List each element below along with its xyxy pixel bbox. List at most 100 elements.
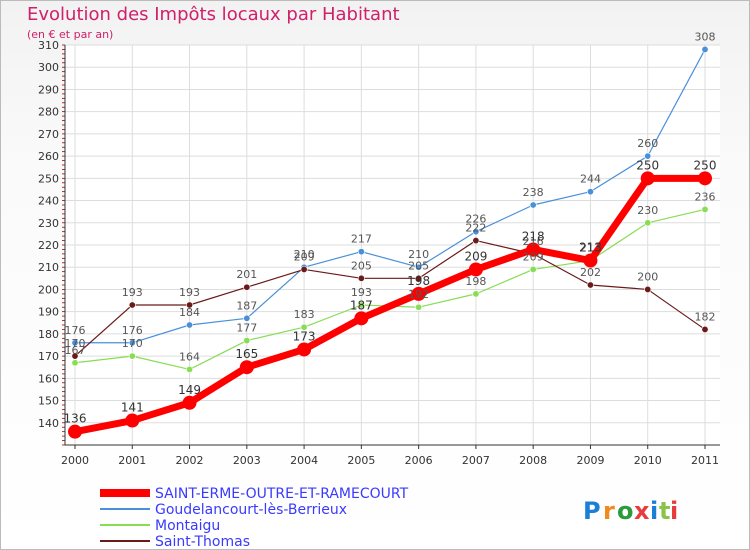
y-tick-label: 220 bbox=[38, 239, 59, 252]
data-label: 184 bbox=[179, 306, 200, 319]
data-point bbox=[128, 301, 136, 309]
y-tick-label: 280 bbox=[38, 106, 59, 119]
logo-letter: t bbox=[659, 497, 670, 525]
logo-letter: o bbox=[617, 497, 634, 525]
chart-series bbox=[68, 45, 712, 439]
legend-label: Saint-Thomas bbox=[155, 534, 250, 550]
data-label: 230 bbox=[637, 204, 658, 217]
data-point bbox=[472, 290, 480, 298]
data-point bbox=[529, 265, 537, 273]
data-point bbox=[644, 219, 652, 227]
data-point bbox=[415, 263, 423, 271]
data-label: 177 bbox=[236, 322, 257, 335]
data-label: 136 bbox=[64, 412, 87, 426]
y-tick-label: 270 bbox=[38, 128, 59, 141]
data-point bbox=[354, 311, 369, 326]
series-line bbox=[74, 239, 706, 357]
data-point bbox=[415, 274, 423, 282]
y-tick-label: 140 bbox=[38, 417, 59, 430]
data-point bbox=[583, 253, 598, 268]
data-point bbox=[526, 242, 541, 257]
data-label: 210 bbox=[408, 248, 429, 261]
data-label: 173 bbox=[293, 329, 316, 343]
x-tick-label: 2010 bbox=[634, 454, 662, 467]
data-label: 209 bbox=[523, 250, 544, 263]
data-label: 198 bbox=[407, 274, 430, 288]
chart-legend: SAINT-ERME-OUTRE-ET-RAMECOURTGoudelancou… bbox=[100, 486, 409, 550]
data-point bbox=[411, 286, 426, 301]
y-tick-label: 260 bbox=[38, 150, 59, 163]
data-point bbox=[529, 201, 537, 209]
data-label: 210 bbox=[294, 248, 315, 261]
x-tick-label: 2002 bbox=[176, 454, 204, 467]
data-point bbox=[297, 342, 312, 357]
data-point bbox=[239, 360, 254, 375]
data-point bbox=[243, 283, 251, 291]
data-point bbox=[415, 303, 423, 311]
y-tick-label: 180 bbox=[38, 328, 59, 341]
data-point bbox=[71, 359, 79, 367]
data-label: 205 bbox=[351, 259, 372, 272]
data-label: 193 bbox=[179, 286, 200, 299]
x-tick-label: 2006 bbox=[405, 454, 433, 467]
data-label: 209 bbox=[464, 249, 487, 263]
data-label: 183 bbox=[294, 308, 315, 321]
logo-letter: i bbox=[650, 497, 658, 525]
data-label: 193 bbox=[122, 286, 143, 299]
data-label: 149 bbox=[178, 383, 201, 397]
data-point bbox=[186, 321, 194, 329]
data-label: 141 bbox=[121, 401, 144, 415]
data-label: 250 bbox=[694, 158, 717, 172]
chart-axes: 140 150 160 170 180 190 200 210 220 230 240 250 260 2… bbox=[38, 39, 720, 467]
y-tick-label: 170 bbox=[38, 350, 59, 363]
data-label: 216 bbox=[523, 235, 544, 248]
logo-letter: P bbox=[583, 497, 601, 525]
x-tick-label: 2008 bbox=[519, 454, 547, 467]
y-tick-label: 150 bbox=[38, 395, 59, 408]
data-point bbox=[701, 325, 709, 333]
x-tick-label: 2004 bbox=[290, 454, 318, 467]
data-label: 222 bbox=[465, 222, 486, 235]
data-point bbox=[300, 323, 308, 331]
data-label: 165 bbox=[235, 347, 258, 361]
data-label: 205 bbox=[408, 259, 429, 272]
data-point bbox=[243, 337, 251, 345]
data-label: 187 bbox=[350, 298, 373, 312]
chart-title: Evolution des Impôts locaux par Habitant bbox=[27, 4, 400, 25]
x-tick-label: 2011 bbox=[691, 454, 719, 467]
y-tick-label: 310 bbox=[38, 39, 59, 52]
x-tick-label: 2003 bbox=[233, 454, 261, 467]
data-label: 209 bbox=[294, 250, 315, 263]
logo-letter: r bbox=[603, 497, 615, 525]
data-label: 260 bbox=[637, 137, 658, 150]
x-tick-label: 2007 bbox=[462, 454, 490, 467]
legend-label: Montaigu bbox=[155, 518, 220, 534]
y-tick-label: 190 bbox=[38, 306, 59, 319]
data-label: 226 bbox=[465, 213, 486, 226]
data-point bbox=[701, 205, 709, 213]
data-point bbox=[186, 365, 194, 373]
data-point bbox=[125, 413, 140, 428]
series-line bbox=[75, 49, 706, 344]
x-tick-label: 2001 bbox=[118, 454, 146, 467]
data-point bbox=[71, 352, 79, 360]
data-label: 201 bbox=[236, 268, 257, 281]
data-point bbox=[68, 424, 82, 439]
data-label: 217 bbox=[351, 233, 372, 246]
y-tick-label: 200 bbox=[38, 283, 59, 296]
y-tick-label: 160 bbox=[38, 372, 59, 385]
data-label: 164 bbox=[179, 350, 200, 363]
data-point bbox=[128, 339, 136, 347]
data-point bbox=[357, 248, 365, 256]
y-tick-label: 300 bbox=[38, 61, 59, 74]
y-tick-label: 250 bbox=[38, 172, 59, 185]
y-tick-label: 240 bbox=[38, 195, 59, 208]
data-point bbox=[357, 301, 365, 309]
data-point bbox=[468, 262, 483, 277]
legend-label: SAINT-ERME-OUTRE-ET-RAMECOURT bbox=[155, 486, 409, 502]
data-label: 244 bbox=[580, 173, 601, 186]
data-label: 308 bbox=[695, 30, 716, 43]
data-point bbox=[300, 265, 308, 273]
logo-letter: x bbox=[634, 497, 650, 525]
